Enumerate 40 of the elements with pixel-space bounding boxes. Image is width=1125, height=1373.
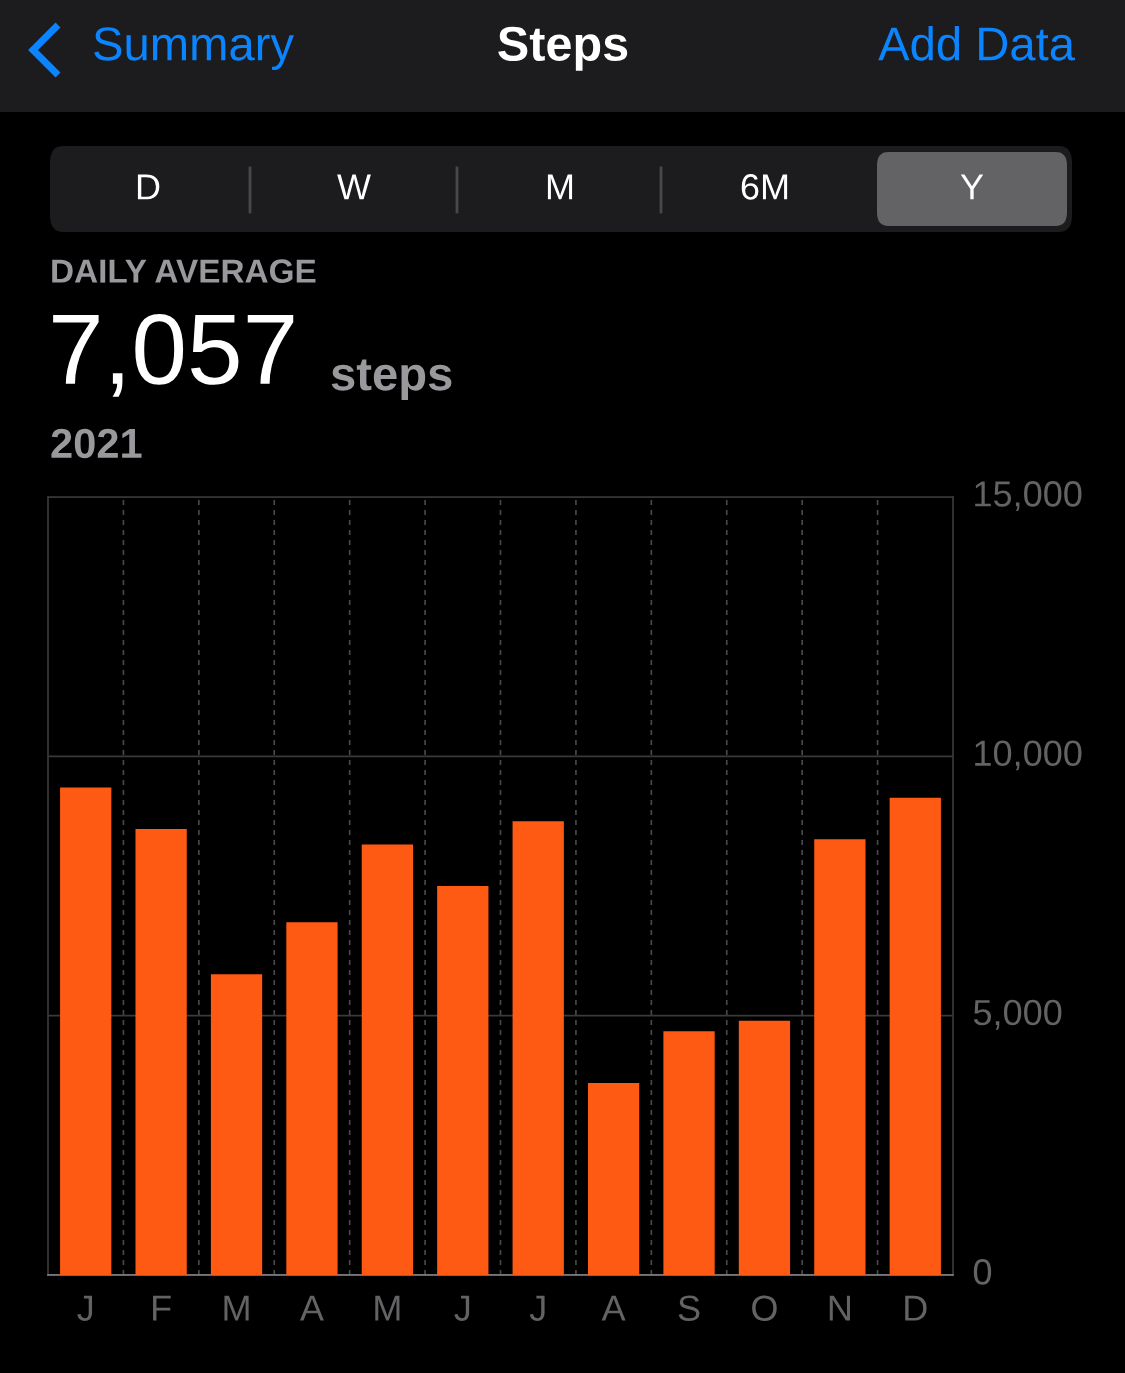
text: 7,057 bbox=[53, 314, 294, 397]
text: W bbox=[337, 174, 371, 200]
bar bbox=[512, 821, 564, 1275]
bar bbox=[889, 797, 941, 1275]
bar bbox=[135, 828, 187, 1275]
x-tick-label: F bbox=[153, 1295, 171, 1321]
bar bbox=[210, 974, 263, 1275]
bar bbox=[60, 787, 112, 1275]
x-tick-label: A bbox=[601, 1295, 626, 1321]
text: Add Data bbox=[878, 25, 1076, 61]
x-tick-label: A bbox=[299, 1295, 324, 1321]
bar bbox=[587, 1083, 640, 1275]
x-tick-label: O bbox=[752, 1295, 777, 1321]
chart-title: Steps bbox=[498, 26, 628, 71]
bar bbox=[286, 922, 338, 1275]
x-tick-label: J bbox=[454, 1295, 470, 1321]
x-tick-label: J bbox=[529, 1295, 545, 1321]
text: D bbox=[137, 174, 160, 200]
x-tick-label: N bbox=[829, 1295, 850, 1321]
x-tick-label: D bbox=[905, 1295, 927, 1321]
y-tick-label: 0 bbox=[973, 1259, 992, 1285]
x-tick-label: M bbox=[375, 1295, 400, 1321]
y-tick-label: 10,000 bbox=[975, 740, 1082, 771]
text: Y bbox=[960, 174, 984, 200]
x-tick-label: J bbox=[77, 1295, 93, 1321]
bar bbox=[814, 839, 866, 1275]
text: M bbox=[547, 174, 573, 200]
x-tick-label: M bbox=[224, 1295, 249, 1321]
bar bbox=[361, 844, 414, 1275]
text: steps bbox=[331, 359, 452, 401]
text: 2021 bbox=[51, 428, 142, 459]
text: 6M bbox=[741, 174, 788, 200]
bar bbox=[663, 1031, 715, 1275]
text: Summary bbox=[94, 27, 294, 71]
y-tick-label: 15,000 bbox=[975, 481, 1082, 511]
bar bbox=[738, 1020, 791, 1275]
text: DAILY AVERAGE bbox=[52, 259, 316, 283]
bar bbox=[437, 886, 489, 1275]
y-tick-label: 5,000 bbox=[973, 999, 1062, 1030]
x-tick-label: S bbox=[678, 1295, 700, 1321]
